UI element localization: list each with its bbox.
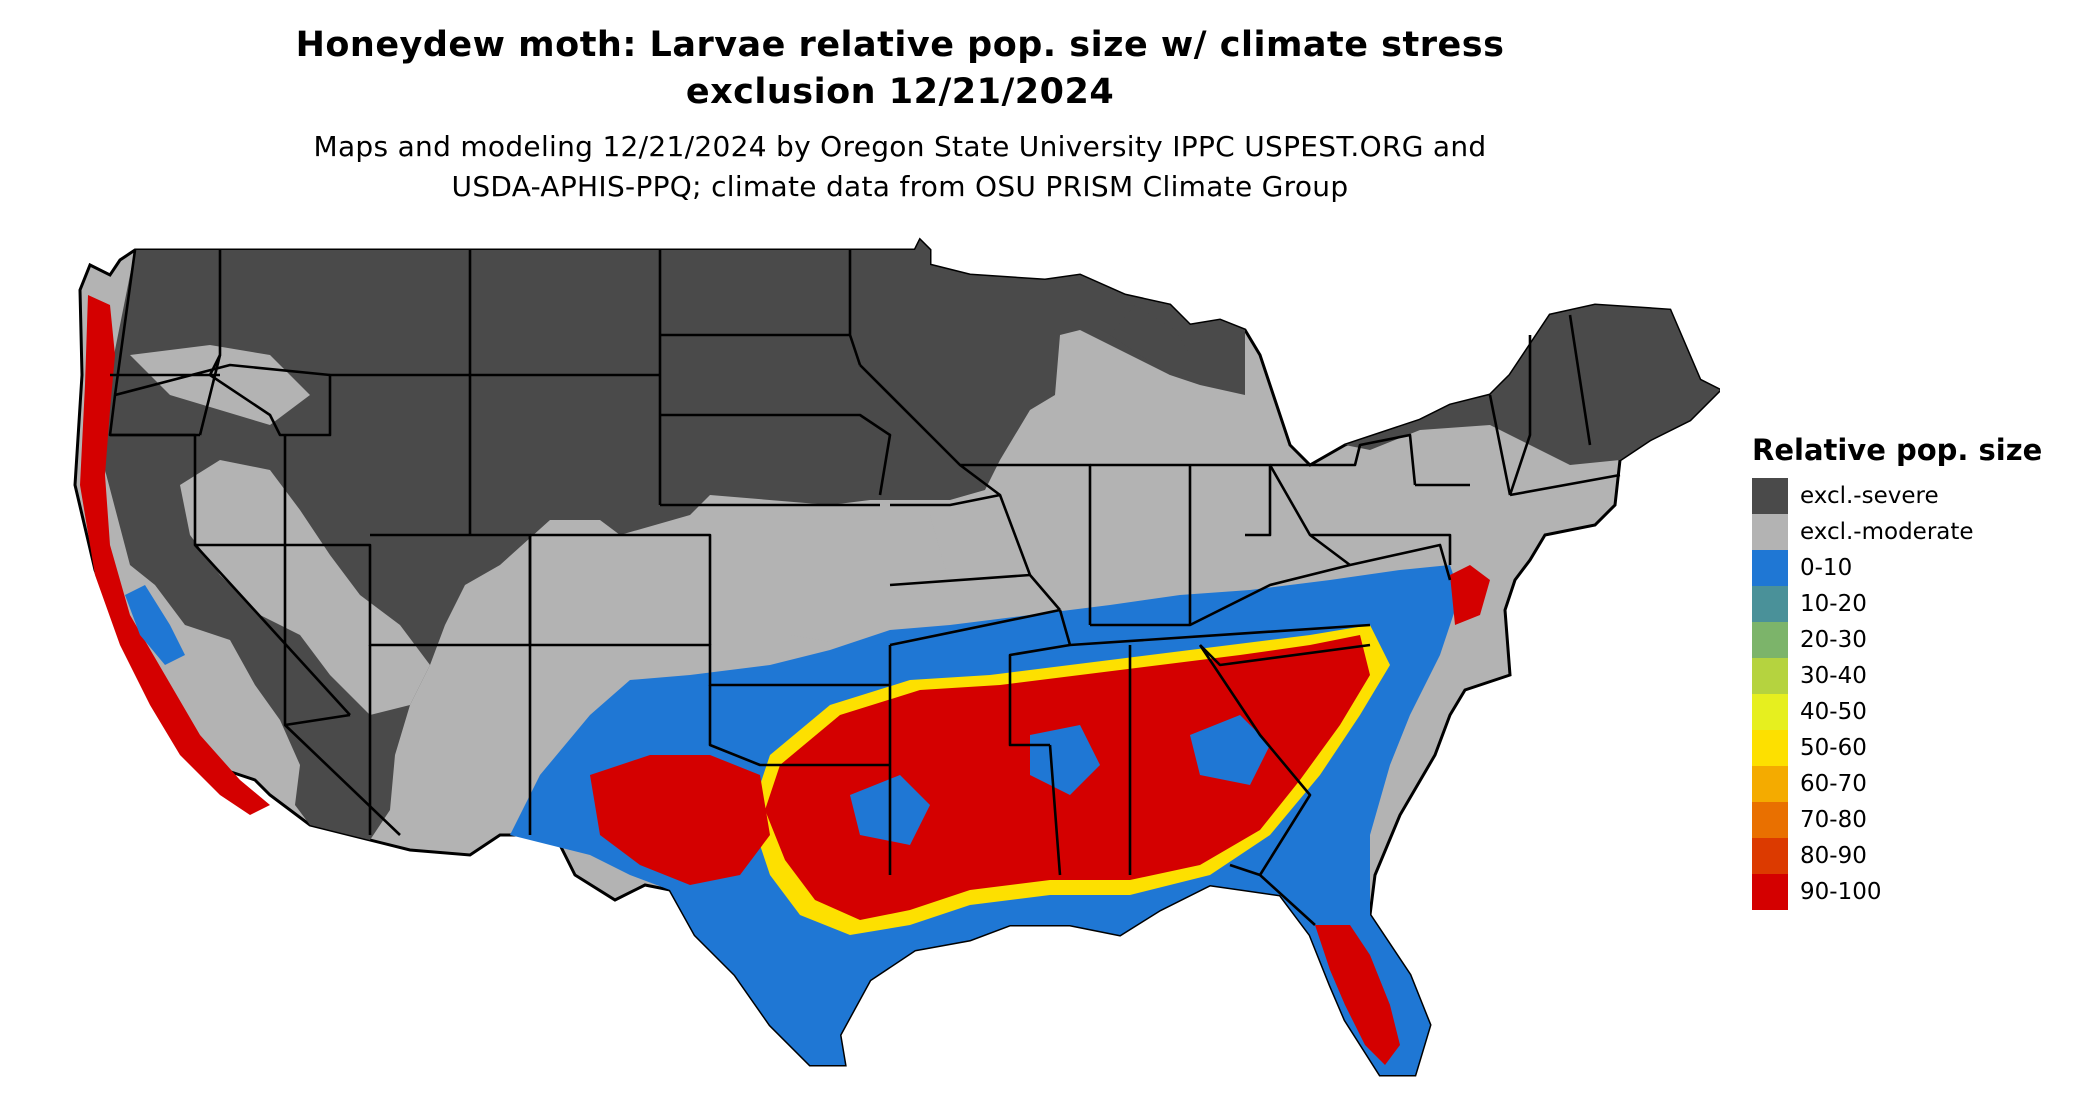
legend-swatch <box>1752 658 1788 694</box>
legend-swatch <box>1752 874 1788 910</box>
legend-title: Relative pop. size <box>1752 433 2043 467</box>
legend-label: 90-100 <box>1800 879 1882 905</box>
legend-item: 60-70 <box>1752 766 2042 802</box>
blue-patch-3 <box>1190 715 1270 785</box>
legend-item: 90-100 <box>1752 874 2042 910</box>
legend-item: 0-10 <box>1752 550 2042 586</box>
title-line-1: Honeydew moth: Larvae relative pop. size… <box>295 25 1505 65</box>
title-line-2: exclusion 12/21/2024 <box>685 72 1115 112</box>
michigan-severe <box>1110 305 1190 375</box>
us-map <box>73 237 1720 1077</box>
legend-swatch <box>1752 550 1788 586</box>
map-subtitle: Maps and modeling 12/21/2024 by Oregon S… <box>0 127 1800 207</box>
legend-item: 40-50 <box>1752 694 2042 730</box>
plains-moderate <box>790 515 950 645</box>
legend-label: 20-30 <box>1800 627 1867 653</box>
legend-item: 20-30 <box>1752 622 2042 658</box>
legend-label: 50-60 <box>1800 735 1867 761</box>
legend-label: 80-90 <box>1800 843 1867 869</box>
state-boundaries <box>108 249 1621 926</box>
midatlantic-red <box>1450 565 1490 625</box>
legend-swatch <box>1752 694 1788 730</box>
legend-swatch <box>1752 478 1788 514</box>
map-legend: Relative pop. size excl.-severe excl.-mod… <box>1752 432 2042 910</box>
legend-label: 40-50 <box>1800 699 1867 725</box>
legend-swatch <box>1752 802 1788 838</box>
legend-item: 50-60 <box>1752 730 2042 766</box>
legend-label: excl.-moderate <box>1800 519 1974 545</box>
florida-red <box>1315 925 1400 1065</box>
northeast-severe <box>1345 305 1720 465</box>
west-moderate-1 <box>180 460 430 715</box>
legend-item: excl.-moderate <box>1752 514 2042 550</box>
map-title: Honeydew moth: Larvae relative pop. size… <box>0 22 1800 116</box>
legend-swatch <box>1752 838 1788 874</box>
legend-swatch <box>1752 622 1788 658</box>
legend-swatch <box>1752 730 1788 766</box>
legend-label: excl.-severe <box>1800 483 1939 509</box>
subtitle-line-1: Maps and modeling 12/21/2024 by Oregon S… <box>313 130 1487 163</box>
legend-label: 10-20 <box>1800 591 1867 617</box>
legend-label: 0-10 <box>1800 555 1853 581</box>
texas-red <box>590 755 770 885</box>
legend-swatch <box>1752 766 1788 802</box>
legend-items: excl.-severe excl.-moderate 0-10 10-20 20-30… <box>1752 478 2042 910</box>
blue-patch-2 <box>1030 725 1100 795</box>
legend-label: 70-80 <box>1800 807 1867 833</box>
legend-label: 30-40 <box>1800 663 1867 689</box>
west-coast-hotspot <box>80 295 270 815</box>
california-blue <box>125 585 185 665</box>
legend-item: excl.-severe <box>1752 478 2042 514</box>
legend-swatch <box>1752 514 1788 550</box>
legend-item: 10-20 <box>1752 586 2042 622</box>
legend-item: 80-90 <box>1752 838 2042 874</box>
legend-item: 30-40 <box>1752 658 2042 694</box>
legend-label: 60-70 <box>1800 771 1867 797</box>
legend-item: 70-80 <box>1752 802 2042 838</box>
west-moderate-2 <box>130 345 310 425</box>
subtitle-line-2: USDA-APHIS-PPQ; climate data from OSU PR… <box>451 170 1349 203</box>
legend-swatch <box>1752 586 1788 622</box>
